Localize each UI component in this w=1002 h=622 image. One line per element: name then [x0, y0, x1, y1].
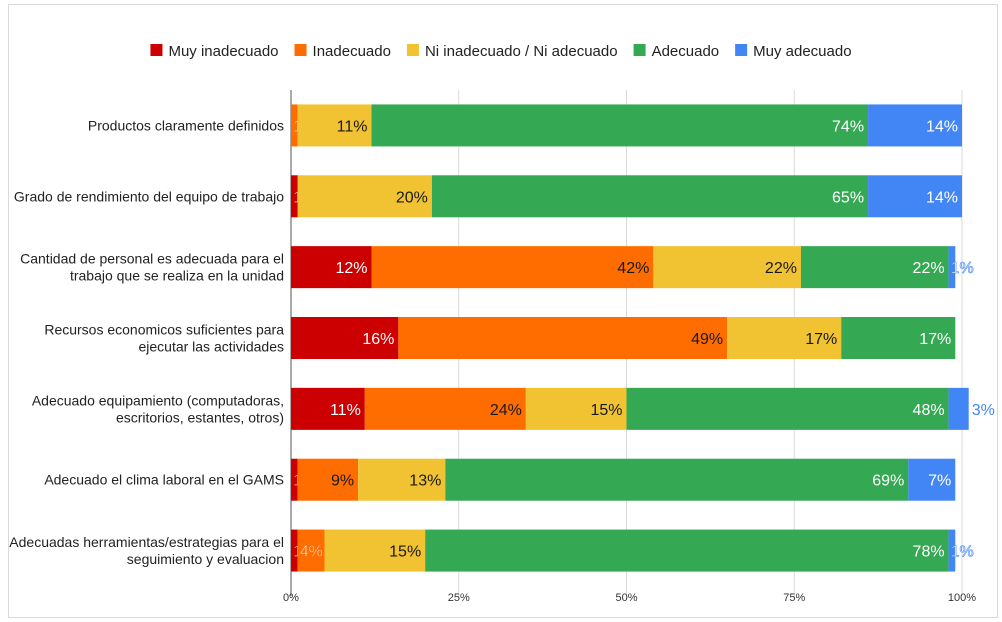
- x-tick-label: 0%: [283, 592, 299, 604]
- category-label: Adecuadas herramientas/estrategias para …: [9, 534, 284, 567]
- legend-label: Muy inadecuado: [168, 43, 278, 60]
- category-label: Grado de rendimiento del equipo de traba…: [14, 188, 284, 204]
- legend-swatch-ni-inadecuado-ni-adecuado: [406, 44, 419, 56]
- legend-swatch-adecuado: [633, 44, 646, 56]
- data-label: 1%: [951, 544, 974, 561]
- bar-muy-adecuado: [868, 175, 962, 218]
- data-label: 3%: [972, 402, 995, 419]
- bar-adecuado: [425, 529, 949, 572]
- bar-muy-inadecuado: [291, 246, 372, 289]
- bar-adecuado: [445, 458, 909, 501]
- data-label: 11%: [330, 402, 361, 419]
- category-label: Recursos economicos suficientes para ejec…: [44, 322, 284, 355]
- x-tick-label: 100%: [948, 592, 976, 604]
- data-label: 48%: [913, 402, 945, 419]
- legend-label: Adecuado: [652, 43, 720, 60]
- bar-muy-inadecuado: [291, 458, 298, 501]
- data-label: 22%: [765, 260, 797, 277]
- data-label: 9%: [331, 473, 354, 490]
- bar-adecuado: [841, 317, 956, 359]
- data-label: 11%: [337, 118, 368, 135]
- bar-inadecuado: [297, 458, 359, 501]
- data-label: 17%: [919, 331, 951, 348]
- data-label: 78%: [913, 544, 945, 561]
- legend-swatch-muy-inadecuado: [150, 44, 163, 56]
- bar-ni-inadecuado-ni-adecuado: [324, 529, 426, 572]
- data-label: 12%: [335, 260, 367, 277]
- bar-ni-inadecuado-ni-adecuado: [653, 246, 801, 289]
- x-tick-label: 50%: [615, 592, 637, 604]
- bar-inadecuado: [371, 246, 654, 289]
- data-label: 42%: [617, 260, 649, 277]
- bar-inadecuado: [297, 529, 325, 572]
- legend-label: Muy adecuado: [753, 43, 851, 60]
- bar-muy-inadecuado: [291, 175, 298, 218]
- bar-muy-inadecuado: [291, 387, 365, 430]
- bar-ni-inadecuado-ni-adecuado: [297, 175, 432, 218]
- data-label: 17%: [805, 331, 837, 348]
- data-label: 15%: [590, 402, 622, 419]
- data-label: 14%: [926, 118, 958, 135]
- data-label: 14%: [926, 189, 958, 206]
- bar-adecuado: [431, 175, 869, 218]
- legend-swatch-inadecuado: [294, 44, 307, 56]
- bar-muy-adecuado: [948, 529, 956, 572]
- bar-adecuado: [626, 387, 949, 430]
- data-label: 7%: [928, 473, 951, 490]
- x-tick-label: 25%: [448, 592, 470, 604]
- bar-muy-adecuado: [868, 104, 962, 147]
- legend-label: Ni inadecuado / Ni adecuado: [425, 43, 618, 60]
- data-label: 65%: [832, 189, 864, 206]
- data-label: 49%: [691, 331, 723, 348]
- bar-adecuado: [800, 246, 949, 289]
- data-label: 1%: [951, 260, 974, 277]
- category-label: Adecuado equipamiento (computadoras, escr…: [32, 392, 284, 425]
- bar-inadecuado: [291, 104, 298, 147]
- bar-muy-inadecuado: [291, 529, 298, 572]
- legend-label: Inadecuado: [313, 43, 391, 60]
- x-tick-label: 75%: [783, 592, 805, 604]
- data-label: 22%: [913, 260, 945, 277]
- bar-ni-inadecuado-ni-adecuado: [727, 317, 842, 359]
- bar-inadecuado: [398, 317, 728, 359]
- data-label: 13%: [409, 473, 441, 490]
- data-label: 20%: [396, 189, 428, 206]
- bar-inadecuado: [364, 387, 526, 430]
- bar-ni-inadecuado-ni-adecuado: [525, 387, 627, 430]
- bar-muy-adecuado: [948, 387, 969, 430]
- bar-muy-inadecuado: [291, 317, 399, 359]
- category-label: Cantidad de personal es adecuada para el…: [20, 251, 284, 284]
- bar-muy-adecuado: [948, 246, 956, 289]
- data-label: 69%: [872, 473, 904, 490]
- legend: Muy inadecuado Inadecuado Ni inadecuado / …: [150, 43, 852, 60]
- bar-muy-adecuado: [908, 458, 956, 501]
- data-label: 24%: [490, 402, 522, 419]
- data-label: 16%: [362, 331, 394, 348]
- category-label: Adecuado el clima laboral en el GAMS: [44, 472, 284, 488]
- data-label: 15%: [389, 544, 421, 561]
- bar-ni-inadecuado-ni-adecuado: [297, 104, 372, 147]
- legend-swatch-muy-adecuado: [735, 44, 748, 56]
- data-label: 4%: [300, 544, 323, 561]
- category-label: Productos claramente definidos: [88, 117, 284, 133]
- data-label: 74%: [832, 118, 864, 135]
- bar-ni-inadecuado-ni-adecuado: [358, 458, 446, 501]
- bar-adecuado: [371, 104, 869, 147]
